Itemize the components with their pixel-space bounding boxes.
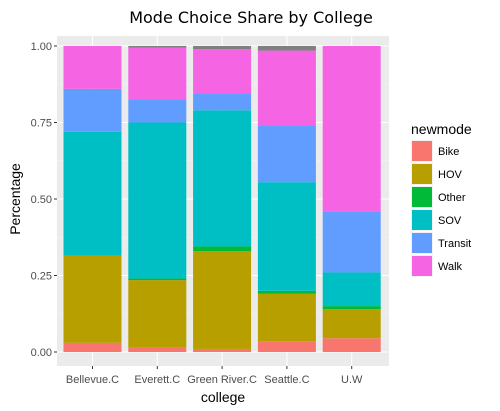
bar-segment-walk-2	[193, 49, 252, 94]
legend-label-sov: SOV	[438, 215, 462, 227]
bar-segment-hov-1	[128, 280, 187, 348]
bar-segment-series-6-2	[193, 46, 252, 50]
bar-segment-sov-0	[63, 131, 122, 256]
legend-title: newmode	[411, 121, 472, 137]
bar-segment-walk-0	[63, 46, 122, 89]
legend-key-bike	[412, 141, 432, 161]
bar-segment-other-4	[322, 306, 381, 310]
bar-segment-transit-0	[63, 88, 122, 132]
bar-segment-transit-4	[322, 211, 381, 273]
bar-segment-series-6-3	[257, 46, 316, 51]
bar-segment-bike-3	[257, 341, 316, 352]
bar-segment-transit-1	[128, 99, 187, 123]
legend-key-other	[412, 187, 432, 207]
y-axis-title: Percentage	[7, 163, 23, 235]
bar-segment-sov-3	[257, 182, 316, 291]
legend: newmode Bike HOV Other SOV Transit Walk	[411, 121, 472, 277]
bar-segment-transit-2	[193, 93, 252, 111]
x-tick-label-1: Everett.C	[134, 374, 180, 386]
x-axis-title: college	[201, 389, 246, 405]
y-tick-label-2: 0.50	[31, 194, 52, 206]
bar-segment-bike-2	[193, 348, 252, 352]
bar-segment-sov-2	[193, 110, 252, 247]
legend-key-transit	[412, 233, 432, 253]
bar-segment-hov-4	[322, 309, 381, 339]
bar-segment-sov-1	[128, 122, 187, 279]
bar-segment-hov-2	[193, 251, 252, 349]
y-tick-label-4: 1.00	[31, 41, 52, 53]
bar-segment-bike-0	[63, 342, 122, 352]
bar-segment-bike-1	[128, 347, 187, 352]
bar-segment-walk-1	[128, 47, 187, 100]
y-tick-label-3: 0.75	[31, 118, 52, 130]
legend-label-transit: Transit	[438, 238, 471, 250]
bar-segment-other-3	[257, 290, 316, 294]
legend-label-walk: Walk	[438, 261, 463, 273]
y-tick-label-1: 0.25	[31, 271, 52, 283]
legend-key-walk	[412, 256, 432, 276]
legend-label-other: Other	[438, 192, 466, 204]
chart-title: Mode Choice Share by College	[129, 8, 373, 27]
bar-segment-sov-4	[322, 272, 381, 307]
plot-area: 0.00 0.25 0.50 0.75 1.00 Bellevue.C Everett.C G…	[31, 36, 389, 386]
legend-label-hov: HOV	[438, 169, 463, 181]
bar-segment-other-2	[193, 246, 252, 252]
bar-segment-hov-0	[63, 255, 122, 343]
legend-key-sov	[412, 210, 432, 230]
y-tick-label-0: 0.00	[31, 347, 52, 359]
bar-segment-walk-4	[322, 46, 381, 212]
legend-key-hov	[412, 164, 432, 184]
bar-segment-series-6-1	[128, 46, 187, 48]
x-tick-label-0: Bellevue.C	[66, 374, 119, 386]
bar-segment-walk-3	[257, 50, 316, 126]
x-tick-label-3: Seattle.C	[264, 374, 309, 386]
bar-segment-hov-3	[257, 293, 316, 342]
bar-segment-other-1	[128, 278, 187, 281]
bar-segment-bike-4	[322, 338, 381, 352]
x-tick-label-2: Green River.C	[187, 374, 257, 386]
x-tick-label-4: U.W	[341, 374, 363, 386]
bar-segment-transit-3	[257, 125, 316, 183]
legend-label-bike: Bike	[438, 146, 459, 158]
